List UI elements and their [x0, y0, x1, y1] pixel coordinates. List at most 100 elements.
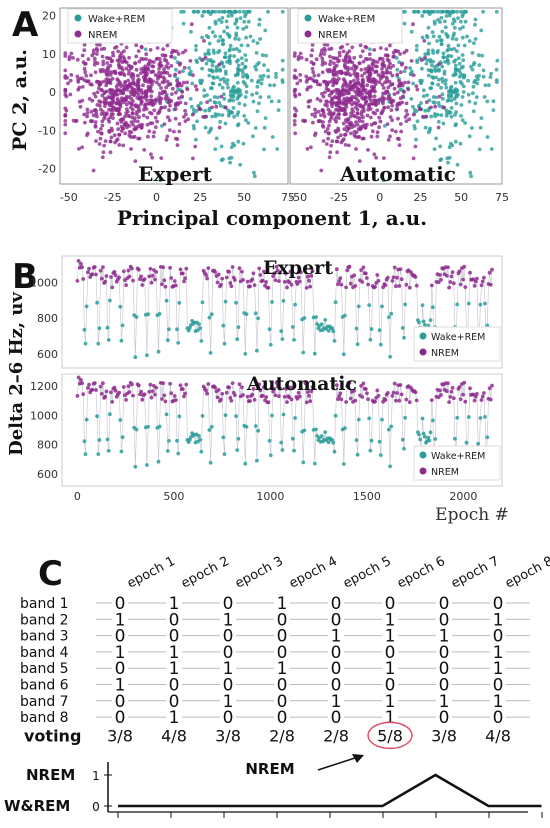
epoch-point: [82, 439, 87, 444]
epoch-point: [296, 275, 301, 280]
data-point: [69, 73, 74, 77]
epoch-point: [79, 378, 83, 382]
data-point: [106, 95, 111, 99]
data-point: [415, 87, 420, 92]
epoch-point: [221, 323, 226, 328]
data-point: [459, 19, 463, 24]
epoch-point: [184, 382, 189, 387]
data-point: [462, 73, 467, 78]
data-point: [254, 91, 259, 96]
data-point: [160, 80, 165, 85]
data-point: [328, 62, 332, 67]
data-point: [208, 98, 213, 103]
data-point: [167, 118, 172, 123]
epoch-point: [267, 327, 272, 332]
data-point: [310, 112, 315, 117]
data-point: [122, 83, 127, 88]
data-point: [190, 81, 195, 86]
data-point: [447, 94, 451, 99]
data-point: [440, 29, 445, 34]
data-point: [419, 58, 424, 63]
data-point: [458, 141, 463, 146]
data-point: [325, 126, 330, 131]
data-point: [494, 9, 499, 14]
epoch-point: [451, 281, 456, 286]
epoch-point: [389, 311, 394, 316]
data-point: [423, 52, 428, 57]
epoch-point: [104, 274, 109, 278]
epoch-point: [394, 398, 398, 403]
data-point: [169, 54, 174, 59]
data-point: [391, 54, 396, 59]
data-point: [335, 78, 340, 83]
data-point: [245, 73, 249, 78]
data-point: [412, 108, 417, 112]
data-point: [259, 81, 264, 86]
epoch-point: [422, 434, 427, 439]
data-point: [309, 76, 313, 81]
y-axis-label-b: Delta 2–6 Hz, uv: [6, 292, 27, 456]
data-point: [329, 143, 333, 148]
data-point: [446, 61, 451, 66]
data-point: [63, 87, 68, 92]
cell-bg: [490, 595, 506, 611]
epoch-point: [457, 385, 462, 389]
data-point: [216, 39, 221, 43]
cell-value: 0: [223, 643, 234, 663]
data-point: [237, 49, 242, 53]
data-point: [333, 95, 337, 99]
cell-value: 1: [493, 610, 504, 630]
epoch-point: [258, 388, 263, 393]
epoch-point: [204, 273, 208, 277]
data-point: [316, 82, 320, 87]
data-point: [158, 101, 163, 106]
legend-b-automatic: Wake+REM NREM: [413, 445, 501, 481]
data-point: [367, 96, 371, 100]
data-point: [413, 126, 417, 131]
data-point: [473, 37, 478, 41]
epoch-header: epoch 2: [179, 554, 232, 592]
data-point: [251, 99, 256, 104]
data-point: [426, 48, 431, 53]
cell-bg: [436, 709, 452, 726]
data-point: [63, 112, 68, 117]
data-point: [134, 112, 139, 117]
data-point: [360, 73, 364, 78]
cell-bg: [436, 627, 452, 644]
epoch-point: [133, 355, 138, 360]
epoch-point: [270, 413, 274, 418]
data-point: [439, 85, 443, 90]
data-point: [95, 90, 100, 95]
epoch-point: [389, 424, 394, 429]
data-point: [203, 108, 208, 113]
data-point: [206, 48, 211, 53]
data-point: [113, 46, 117, 50]
cell-bg: [382, 643, 398, 660]
data-point: [431, 95, 436, 99]
cell-value: 0: [331, 659, 342, 679]
y-tick-label: 1000: [30, 277, 58, 290]
data-point: [189, 104, 194, 109]
cell-bg: [328, 676, 344, 693]
data-point: [222, 79, 227, 84]
data-point: [217, 9, 221, 14]
data-point: [127, 83, 131, 88]
data-point: [223, 51, 228, 56]
subplot-title-b-expert: Expert: [263, 257, 333, 279]
data-point: [239, 43, 244, 48]
cell-value: 0: [385, 676, 396, 696]
data-point: [374, 155, 378, 160]
data-point: [114, 84, 119, 89]
epoch-point: [244, 312, 249, 317]
data-point: [485, 99, 490, 104]
data-point: [132, 134, 137, 139]
data-point: [121, 100, 126, 105]
data-point: [232, 54, 237, 58]
cell-value: 0: [223, 594, 234, 614]
epoch-point: [336, 282, 340, 287]
cell-value: 0: [115, 708, 126, 728]
data-point: [359, 112, 364, 117]
epoch-point: [112, 385, 117, 390]
data-point: [226, 85, 231, 90]
data-point: [111, 50, 115, 55]
